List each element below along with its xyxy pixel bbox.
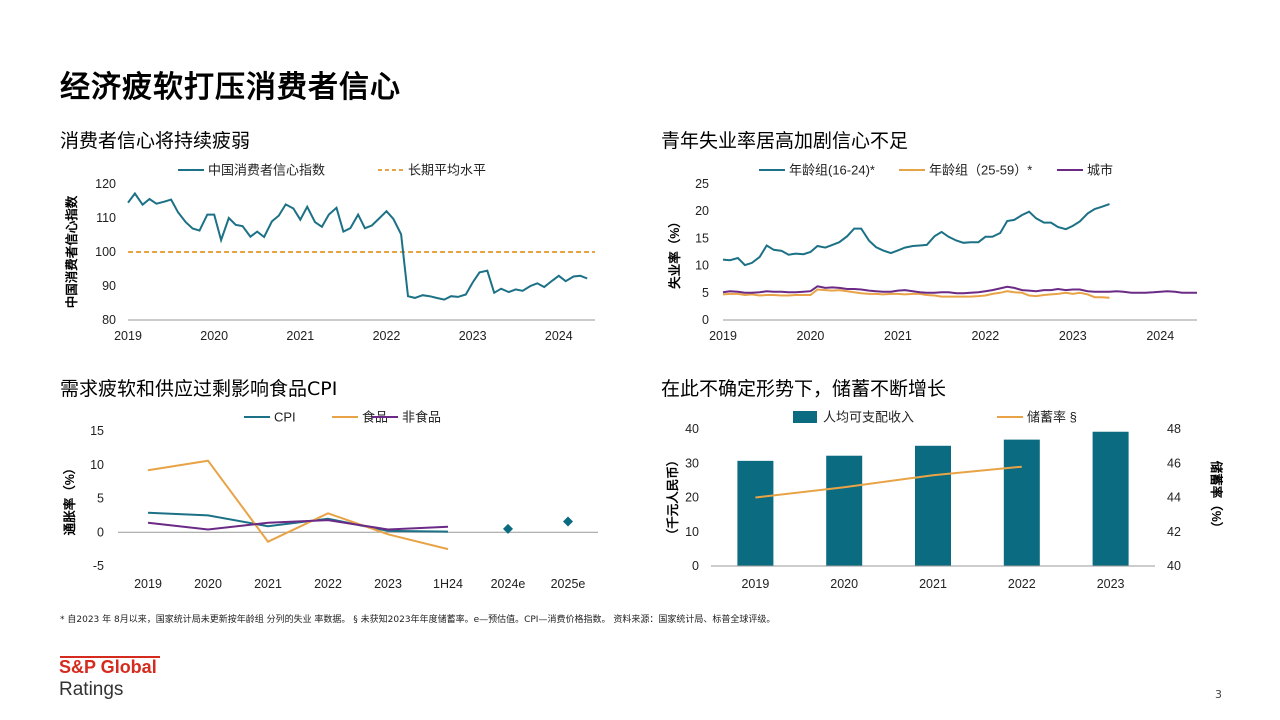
y-tick-label: 20 bbox=[695, 204, 709, 218]
x-tick-label: 2019 bbox=[709, 329, 737, 343]
y2-axis-label: 储蓄率（%） bbox=[1209, 460, 1224, 535]
legend-label: 人均可支配收入 bbox=[823, 410, 914, 425]
series-age-25-59 bbox=[722, 288, 1110, 299]
series-non-food bbox=[147, 519, 449, 531]
x-tick-label: 2020 bbox=[194, 577, 222, 591]
y-tick-label: 0 bbox=[692, 559, 699, 573]
y-tick-label: 5 bbox=[97, 492, 104, 506]
legend-label: 储蓄率 § bbox=[1027, 410, 1077, 425]
legend-label: 非食品 bbox=[402, 410, 441, 425]
chart-title-youth-unemployment: 青年失业率居高加剧信心不足 bbox=[661, 130, 909, 152]
x-tick-label: 2023 bbox=[1059, 329, 1087, 343]
series-urban bbox=[722, 285, 1197, 295]
series-youth-16-24 bbox=[722, 203, 1110, 267]
y-tick-label: 90 bbox=[102, 279, 116, 293]
logo-wordmark: S&P Global bbox=[59, 657, 157, 677]
series-consumer-confidence bbox=[127, 191, 588, 301]
income-bar bbox=[826, 455, 863, 566]
legend-swatch bbox=[793, 411, 817, 423]
x-tick-label: 1H24 bbox=[433, 577, 463, 591]
y2-tick-label: 44 bbox=[1167, 491, 1181, 505]
x-tick-label: 2023 bbox=[1097, 577, 1125, 591]
y2-tick-label: 48 bbox=[1167, 422, 1181, 436]
income-bar bbox=[737, 460, 774, 566]
series-savings-rate bbox=[755, 465, 1022, 499]
y-tick-label: 20 bbox=[685, 491, 699, 505]
y-tick-label: -5 bbox=[93, 559, 104, 573]
y2-tick-label: 40 bbox=[1167, 559, 1181, 573]
x-tick-label: 2020 bbox=[797, 329, 825, 343]
y-tick-label: 15 bbox=[90, 424, 104, 438]
legend-label: 长期平均水平 bbox=[408, 163, 486, 178]
y2-tick-label: 42 bbox=[1167, 525, 1181, 539]
y-tick-label: 10 bbox=[685, 525, 699, 539]
logo-subtitle: Ratings bbox=[59, 679, 124, 700]
x-tick-label: 2019 bbox=[134, 577, 162, 591]
y-tick-label: 0 bbox=[702, 313, 709, 327]
x-tick-label: 2021 bbox=[884, 329, 912, 343]
y-axis-label: 中国消费者信心指数 bbox=[64, 195, 79, 308]
youth-unemployment-chart: 年龄组(16-24)* 年龄组（25-59）* 城市 0 5 10 15 20 25 2019 20… bbox=[667, 163, 1197, 343]
y-tick-label: 25 bbox=[695, 177, 709, 191]
x-tick-label: 2023 bbox=[459, 329, 487, 343]
y-tick-label: 30 bbox=[685, 456, 699, 470]
y-tick-label: 100 bbox=[95, 245, 116, 259]
y-tick-label: 0 bbox=[97, 525, 104, 539]
x-tick-label: 2021 bbox=[919, 577, 947, 591]
y-axis-label: 失业率（%） bbox=[667, 215, 682, 289]
legend-label: 年龄组（25-59）* bbox=[929, 163, 1032, 178]
legend-label: 年龄组(16-24)* bbox=[789, 163, 875, 178]
legend-label: CPI bbox=[274, 410, 296, 425]
y-tick-label: 120 bbox=[95, 177, 116, 191]
y-tick-label: 110 bbox=[96, 211, 116, 225]
x-tick-label: 2024e bbox=[491, 577, 526, 591]
x-tick-label: 2022 bbox=[314, 577, 342, 591]
y-tick-label: 40 bbox=[685, 422, 699, 436]
income-bar bbox=[915, 445, 951, 566]
y-axis-label: （千元人民币） bbox=[665, 454, 680, 542]
x-tick-label: 2024 bbox=[1146, 329, 1174, 343]
x-tick-label: 2024 bbox=[545, 329, 573, 343]
y-tick-label: 15 bbox=[695, 231, 709, 245]
x-tick-label: 2021 bbox=[254, 577, 282, 591]
x-tick-label: 2023 bbox=[374, 577, 402, 591]
footnote: * 自2023 年 8月以来，国家统计局未更新按年龄组 分列的失业 率数据。 §… bbox=[60, 615, 776, 625]
logo-rule bbox=[60, 656, 160, 658]
y-tick-label: 10 bbox=[695, 259, 709, 273]
x-tick-label: 2025e bbox=[551, 577, 586, 591]
legend-label: 中国消费者信心指数 bbox=[208, 163, 325, 178]
forecast-marker bbox=[503, 523, 513, 534]
x-tick-label: 2019 bbox=[741, 577, 769, 591]
chart-title-food-cpi: 需求疲软和供应过剩影响食品CPI bbox=[60, 378, 338, 400]
y-tick-label: 5 bbox=[702, 286, 709, 300]
consumer-confidence-chart: 中国消费者信心指数 长期平均水平 80 90 100 110 120 2019 2020 2021… bbox=[64, 163, 595, 343]
y2-tick-label: 46 bbox=[1167, 456, 1181, 470]
income-bar bbox=[1092, 431, 1129, 566]
chart-title-consumer-confidence: 消费者信心将持续疲弱 bbox=[60, 130, 251, 152]
x-tick-label: 2021 bbox=[286, 329, 314, 343]
income-bar bbox=[1003, 439, 1040, 566]
x-tick-label: 2022 bbox=[1008, 577, 1036, 591]
page-number: 3 bbox=[1215, 688, 1222, 701]
x-tick-label: 2020 bbox=[830, 577, 858, 591]
y-tick-label: 10 bbox=[90, 458, 104, 472]
chart-title-savings: 在此不确定形势下，储蓄不断增长 bbox=[661, 378, 947, 400]
y-axis-label: 通胀率（%） bbox=[62, 462, 77, 536]
series-cpi bbox=[147, 511, 449, 533]
series-food bbox=[147, 459, 449, 551]
legend-label: 城市 bbox=[1087, 163, 1113, 178]
x-tick-label: 2020 bbox=[200, 329, 228, 343]
x-tick-label: 2022 bbox=[373, 329, 401, 343]
x-tick-label: 2019 bbox=[114, 329, 142, 343]
y-tick-label: 80 bbox=[102, 313, 116, 327]
x-tick-label: 2022 bbox=[971, 329, 999, 343]
forecast-marker bbox=[563, 516, 573, 527]
savings-chart: 人均可支配收入 储蓄率 § 0 10 20 30 40 40 42 44 46 48 2019 2020 2… bbox=[665, 410, 1224, 592]
page-title: 经济疲软打压消费者信心 bbox=[60, 70, 401, 105]
